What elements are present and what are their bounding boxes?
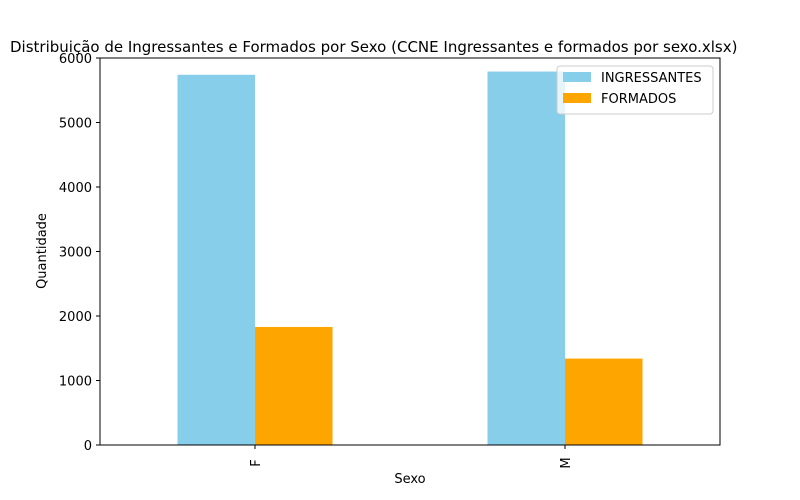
- bars-layer: [177, 71, 643, 446]
- y-tick-label: 3000: [59, 246, 92, 261]
- bar-ingressantes-m: [487, 71, 565, 446]
- legend-swatch-formados: [563, 93, 591, 103]
- x-axis-title: Sexo: [394, 472, 425, 487]
- legend-swatch-ingressantes: [563, 72, 591, 82]
- chart-title: Distribuição de Ingressantes e Formados …: [10, 38, 737, 56]
- y-tick-label: 5000: [59, 117, 92, 132]
- y-tick-label: 4000: [59, 181, 92, 196]
- legend-label-ingressantes: INGRESSANTES: [601, 71, 702, 86]
- y-axis-title: Quantidade: [35, 213, 50, 289]
- y-tick-label: 6000: [59, 52, 92, 67]
- bar-formados-f: [255, 326, 333, 445]
- legend: INGRESSANTES FORMADOS: [556, 65, 714, 115]
- y-tick-label: 1000: [59, 375, 92, 390]
- legend-box: [556, 65, 714, 115]
- x-tick-label: M: [559, 457, 574, 468]
- x-tick-label: F: [249, 459, 264, 466]
- bar-ingressantes-f: [177, 74, 255, 446]
- bar-formados-m: [565, 358, 643, 445]
- y-tick-label: 0: [84, 439, 92, 454]
- y-axis: 0 1000 2000 3000 4000 5000 6000: [59, 52, 100, 454]
- legend-label-formados: FORMADOS: [601, 92, 676, 107]
- y-tick-label: 2000: [59, 310, 92, 325]
